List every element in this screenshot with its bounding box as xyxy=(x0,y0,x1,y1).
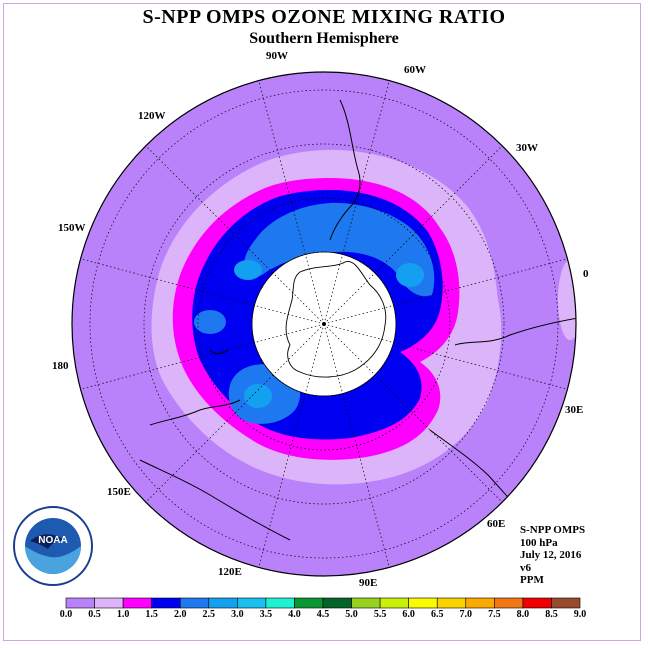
colorbar-tick-label: 1.0 xyxy=(116,609,130,620)
lon-label-120e: 120E xyxy=(218,566,242,578)
colorbar-swatch xyxy=(294,597,324,609)
lon-label-60w: 60W xyxy=(404,64,426,76)
colorbar-tick-label: 9.0 xyxy=(573,609,587,620)
map-boundary xyxy=(71,71,577,577)
info-instrument: S-NPP OMPS xyxy=(520,524,586,536)
colorbar-swatch xyxy=(465,597,495,609)
south-pole-marker xyxy=(322,322,326,326)
colorbar-swatch xyxy=(408,597,438,609)
colorbar-swatch xyxy=(122,597,152,609)
lon-label-30e: 30E xyxy=(565,404,584,416)
colorbar-tick-label: 4.5 xyxy=(316,609,330,620)
lon-label-90w: 90W xyxy=(266,50,288,62)
lon-label-150w: 150W xyxy=(58,222,86,234)
colorbar-swatch xyxy=(151,597,181,609)
info-date: July 12, 2016 xyxy=(520,549,582,561)
colorbar-tick-label: 5.0 xyxy=(345,609,358,620)
latitude-circle xyxy=(89,89,559,559)
colorbar-tick-label: 7.5 xyxy=(488,609,501,620)
info-block: S-NPP OMPS 100 hPa July 12, 2016 v6 PPM xyxy=(520,524,585,587)
colorbar-tick-label: 8.5 xyxy=(545,609,558,620)
info-version: v6 xyxy=(520,561,531,574)
colorbar-tick-label: 3.5 xyxy=(259,609,273,620)
colorbar-swatch xyxy=(179,597,210,609)
colorbar-tick-label: 7.0 xyxy=(459,609,473,620)
colorbar-swatch xyxy=(379,597,409,609)
ozone-band-2.5-south xyxy=(244,384,272,408)
ozone-band-2.5-northwest xyxy=(234,260,262,280)
colorbar-tick-label: 1.5 xyxy=(145,609,158,620)
colorbar-tick-label: 8.0 xyxy=(516,609,530,620)
latitude-circle xyxy=(143,143,505,505)
colorbar-swatch xyxy=(208,597,238,609)
info-level: 100 hPa xyxy=(520,536,558,549)
colorbar-swatch xyxy=(436,597,467,609)
ozone-band-2.5-east xyxy=(396,263,424,287)
lon-label-0: 0 xyxy=(583,268,589,280)
colorbar-swatch xyxy=(322,597,352,609)
ozone-band-2.0-west xyxy=(194,310,226,334)
lon-label-180: 180 xyxy=(52,360,69,372)
map-subtitle: Southern Hemisphere xyxy=(249,30,399,47)
colorbar-tick-label: 3.0 xyxy=(231,609,244,620)
colorbar-swatch xyxy=(351,597,381,609)
colorbar-swatch xyxy=(237,597,267,609)
latitude-circle xyxy=(197,197,451,451)
lon-label-120w: 120W xyxy=(138,110,166,122)
colorbar-tick-label: 5.5 xyxy=(373,609,387,620)
lon-label-30w: 30W xyxy=(516,142,538,154)
colorbar-swatch xyxy=(265,597,295,609)
antarctica-outline xyxy=(285,260,387,378)
colorbar-swatch xyxy=(65,597,95,609)
colorbar-tick-label: 0.0 xyxy=(59,609,73,620)
ozone-patch-0.5-east xyxy=(558,260,576,340)
graticule xyxy=(80,80,568,568)
colorbar-tick-label: 6.0 xyxy=(402,609,415,620)
colorbar-swatch xyxy=(551,597,581,609)
info-units: PPM xyxy=(520,574,544,586)
map-title: S-NPP OMPS OZONE MIXING RATIO xyxy=(142,6,506,28)
ozone-band-2.0-north xyxy=(243,202,435,297)
colorbar-tick-label: 2.0 xyxy=(173,609,187,620)
figure-frame xyxy=(3,3,641,641)
colorbar-swatch xyxy=(94,597,124,609)
latitude-circle xyxy=(251,251,397,397)
noaa-logo-text: NOAA xyxy=(38,535,67,546)
colorbar xyxy=(65,597,581,609)
lon-label-150e: 150E xyxy=(107,486,131,498)
colorbar-tick-label: 0.5 xyxy=(88,609,101,620)
colorbar-swatch xyxy=(494,597,524,609)
lon-label-60e: 60E xyxy=(487,518,506,530)
colorbar-tick-label: 2.5 xyxy=(202,609,216,620)
noaa-logo: NOAA xyxy=(13,506,93,586)
colorbar-tick-label: 6.5 xyxy=(430,609,444,620)
lon-label-90e: 90E xyxy=(359,577,378,589)
coastlines xyxy=(139,99,576,541)
colorbar-swatch xyxy=(522,597,552,609)
colorbar-tick-label: 4.0 xyxy=(288,609,301,620)
